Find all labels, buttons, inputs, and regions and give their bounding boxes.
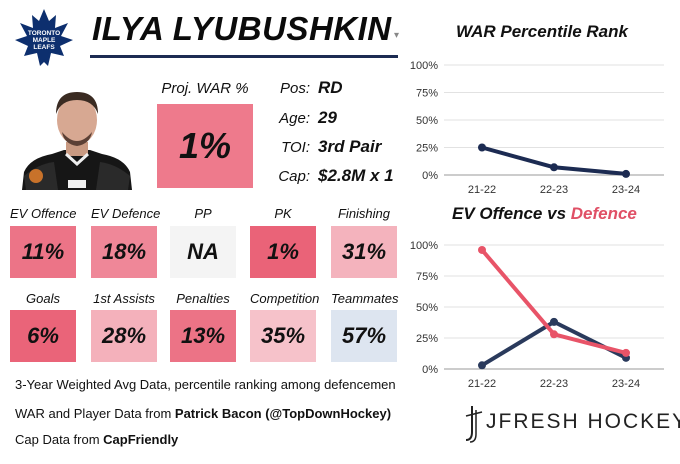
stat-ev-offence-value: 11% [21,239,65,264]
ev-chart-xtick: 22-23 [540,378,568,390]
stat-pp-box: NA [170,226,236,278]
stat-competition-value: 35% [260,323,306,348]
stat-competition-label: Competition [250,291,320,306]
info-cap-label: Cap: [278,168,310,185]
ev-chart-ytick: 0% [422,364,438,376]
ev-chart-series-0-point [550,317,558,326]
stat-ev-offence-label: EV Offence [10,206,77,221]
stat-goals-box: 6% [10,310,76,362]
stat-pk-box: 1% [250,226,316,278]
stat-ev-defence-box: 18% [91,226,157,278]
footnote-cap-prefix: Cap Data from [15,432,104,447]
war-chart-ytick: 50% [416,115,438,127]
brand-name: JFRESH HOCKEY [486,410,680,433]
stat-teammates-label: Teammates [331,291,399,306]
stat-finishing-box: 31% [331,226,397,278]
stat-teammates-value: 57% [341,323,387,348]
proj-war-box: 1% [157,104,253,188]
ev-chart-series-0-line [480,319,628,368]
maple-leafs-logo: TORONTO MAPLE LEAFS [15,9,73,66]
proj-war-label: Proj. WAR % [161,80,249,97]
war-chart-title: WAR Percentile Rank [456,22,628,41]
war-percentile-chart: 100% 75% 50% 25% 0% 21-22 22-23 23-24 [410,60,664,196]
ev-chart-ytick: 25% [416,333,438,345]
ev-chart-series-1-point [550,330,558,339]
war-chart-series-0-point [622,169,630,178]
info-cap-value: $2.8M x 1 [318,166,394,185]
war-chart-ytick: 100% [410,60,438,72]
stat-competition-box: 35% [250,310,316,362]
footnote-method: 3-Year Weighted Avg Data, percentile ran… [15,377,396,392]
stat-pk-value: 1% [267,239,299,264]
logo-text-3: LEAFS [33,44,55,51]
stat-goals-value: 6% [27,323,59,348]
ev-chart-title-part2: Defence [570,204,637,223]
stat-ev-defence-label: EV Defence [91,206,161,221]
logo-text-2: MAPLE [33,37,56,44]
stat-pp-value: NA [187,239,219,264]
footnote-cap-source-name: CapFriendly [103,432,179,447]
ev-chart-ytick: 50% [416,302,438,314]
ev-chart-xtick: 23-24 [612,378,640,390]
ev-chart-series-0-point [478,361,486,370]
info-pos-label: Pos: [279,80,310,97]
stat-first-assists-box: 28% [91,310,157,362]
footnote-war-source: WAR and Player Data from Patrick Bacon (… [15,406,391,421]
ev-offence-defence-chart: 100% 75% 50% 25% 0% 21-22 22-23 23-24 [410,240,664,390]
war-chart-xtick: 23-24 [612,184,640,196]
footnote-cap-source: Cap Data from CapFriendly [15,432,178,447]
player-headshot [22,92,132,190]
ev-chart-series-1-point [478,245,486,254]
info-age-label: Age: [279,110,310,127]
info-age-value: 29 [318,108,337,127]
stat-finishing-label: Finishing [337,206,391,221]
footnote-war-prefix: WAR and Player Data from [15,406,175,421]
ev-chart-xtick: 21-22 [468,378,496,390]
stat-first-assists-value: 28% [101,323,147,348]
player-name: ILYA LYUBUSHKIN [92,10,392,47]
stat-penalties-value: 13% [180,323,226,348]
war-chart-xtick: 22-23 [540,184,568,196]
war-chart-ytick: 25% [416,143,438,155]
stat-pk-label: PK [274,206,292,221]
ev-chart-ytick: 100% [410,240,438,252]
stat-ev-offence-box: 11% [10,226,76,278]
war-chart-xtick: 21-22 [468,184,496,196]
footnote-war-source-name: Patrick Bacon (@TopDownHockey) [174,406,392,421]
dropdown-caret-icon[interactable]: ▾ [394,30,400,41]
war-chart-ytick: 75% [416,88,438,100]
stat-penalties-box: 13% [170,310,236,362]
logo-text-1: TORONTO [28,30,60,37]
stat-teammates-box: 57% [331,310,397,362]
proj-war-value: 1% [178,125,232,166]
ev-chart-title-part1: EV Offence vs [452,204,571,223]
jfresh-hockey-logo [465,406,483,443]
ev-chart-ytick: 75% [416,271,438,283]
stat-goals-label: Goals [26,291,60,306]
info-toi-value: 3rd Pair [318,137,382,156]
war-chart-ytick: 0% [422,170,438,182]
war-chart-series-0-point [550,163,558,172]
ev-chart-title: EV Offence vs Defence [452,204,637,224]
stat-first-assists-label: 1st Assists [93,291,155,306]
info-toi-label: TOI: [281,139,310,156]
stat-finishing-value: 31% [341,239,387,264]
war-chart-series-0-point [478,143,486,152]
info-pos-value: RD [318,78,343,97]
stat-pp-label: PP [194,206,212,221]
name-underline [90,55,398,58]
ev-chart-series-1-point [622,348,630,357]
stat-ev-defence-value: 18% [101,239,147,264]
stat-penalties-label: Penalties [176,291,230,306]
